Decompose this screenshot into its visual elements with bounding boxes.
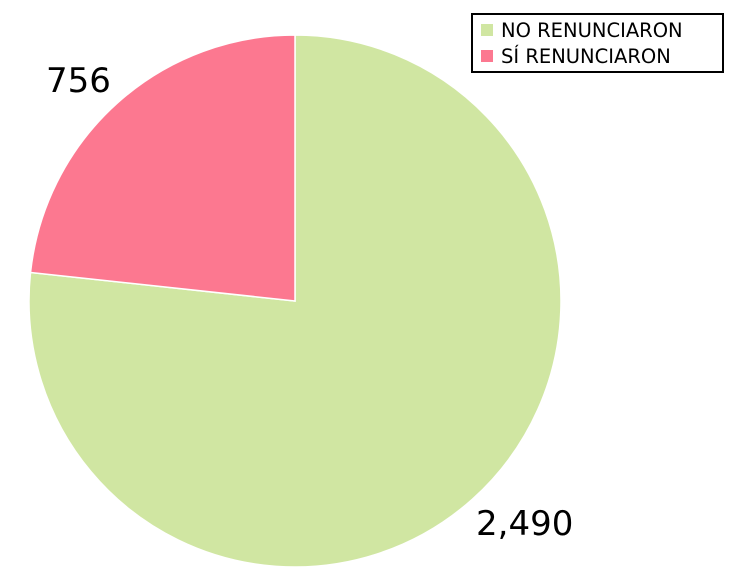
data-label-si-renunciaron: 756 (46, 61, 111, 101)
legend-swatch-no-renunciaron (481, 24, 493, 36)
pie-slices (28, 34, 562, 568)
legend-label-no-renunciaron: NO RENUNCIARON (501, 18, 683, 42)
legend-label-si-renunciaron: SÍ RENUNCIARON (501, 44, 671, 68)
legend-item-si-renunciaron: SÍ RENUNCIARON (481, 43, 714, 69)
legend: NO RENUNCIARON SÍ RENUNCIARON (471, 13, 724, 73)
legend-item-no-renunciaron: NO RENUNCIARON (481, 17, 714, 43)
pie-slice-si-renunciaron (29, 34, 296, 302)
legend-swatch-si-renunciaron (481, 50, 493, 62)
data-label-no-renunciaron: 2,490 (476, 504, 573, 544)
